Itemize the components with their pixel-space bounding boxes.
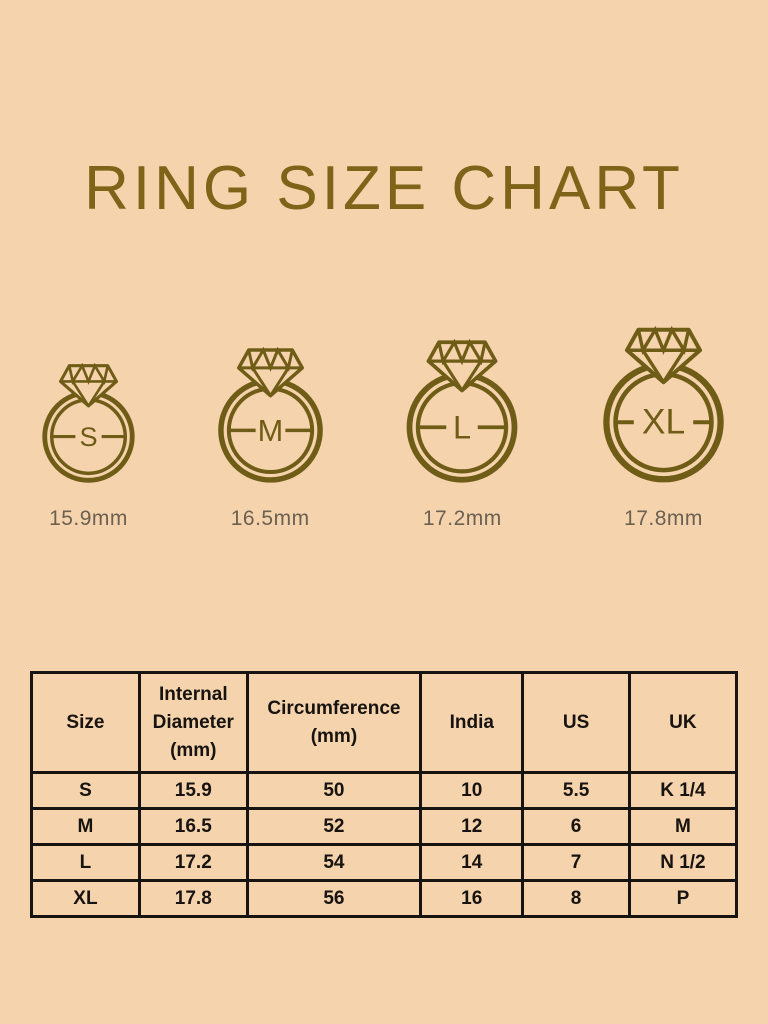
ring-mm-label: 17.8mm [624,507,703,530]
table-cell: 16 [419,879,525,918]
diamond-ring-icon: S [42,363,135,483]
table-header-cell: Size [30,671,141,774]
table-cell: 12 [419,807,525,846]
table-cell: 6 [521,807,631,846]
table-cell: M [627,807,739,846]
ring-mm-label: 17.2mm [422,507,502,530]
ring-item-l: L 17.2mm [399,339,525,531]
table-header-row: Size Internal Diameter (mm) Circumference … [30,671,739,774]
table-cell: 17.8 [137,879,249,918]
table-cell: P [627,879,739,918]
table-cell: 5.5 [521,771,631,810]
diamond-ring-icon: L [406,339,518,483]
table-cell: K 1/4 [627,771,739,810]
table-header: Size Internal Diameter (mm) Circumference … [30,671,739,774]
table-cell: L [30,843,141,882]
table-cell: 10 [419,771,525,810]
table-row-xl: XL 17.8 56 16 8 P [30,879,739,918]
table-cell: 54 [245,843,423,882]
ring-size-table: Size Internal Diameter (mm) Circumference … [30,671,739,918]
table-cell: 50 [245,771,423,810]
table-header-cell: UK [627,671,739,774]
diamond-ring-icon: XL [603,326,724,483]
table-cell: 56 [245,879,423,918]
table-header-cell: Circumference (mm) [245,671,423,774]
table-cell: S [30,771,141,810]
table-cell: N 1/2 [627,843,739,882]
table-cell: XL [30,879,141,918]
page-title: RING SIZE CHART [84,154,684,223]
ring-item-m: M 16.5mm [211,347,330,531]
ring-item-s: S 15.9mm [36,363,141,531]
table-cell: 17.2 [137,843,249,882]
ring-size-letter: M [257,413,283,448]
table-cell: 52 [245,807,423,846]
ring-item-xl: XL 17.8mm [595,326,732,531]
ring-mm-label: 15.9mm [49,507,128,530]
table-cell: 14 [419,843,525,882]
table-cell: 8 [521,879,631,918]
table-row-l: L 17.2 54 14 7 N 1/2 [30,843,739,882]
table-header-cell: Internal Diameter (mm) [137,671,249,774]
diamond-ring-icon: M [217,347,323,483]
table-row-s: S 15.9 50 10 5.5 K 1/4 [30,771,739,810]
table-header-cell: India [419,671,525,774]
table-cell: 15.9 [137,771,249,810]
table-header-cell: US [521,671,631,774]
table-cell: 16.5 [137,807,249,846]
table-body: S 15.9 50 10 5.5 K 1/4 M 16.5 52 12 6 M L 17.2 54 14 7 N … [30,771,739,918]
ring-size-letter: S [79,421,97,452]
ring-size-icons-row: S 15.9mm M 16.5mm L 17.2mm XL 17.8mm [36,326,732,531]
ring-mm-label: 16.5mm [230,507,310,530]
ring-size-letter: L [453,409,471,445]
table-cell: M [30,807,141,846]
table-cell: 7 [521,843,631,882]
ring-size-letter: XL [642,403,685,442]
table-row-m: M 16.5 52 12 6 M [30,807,739,846]
